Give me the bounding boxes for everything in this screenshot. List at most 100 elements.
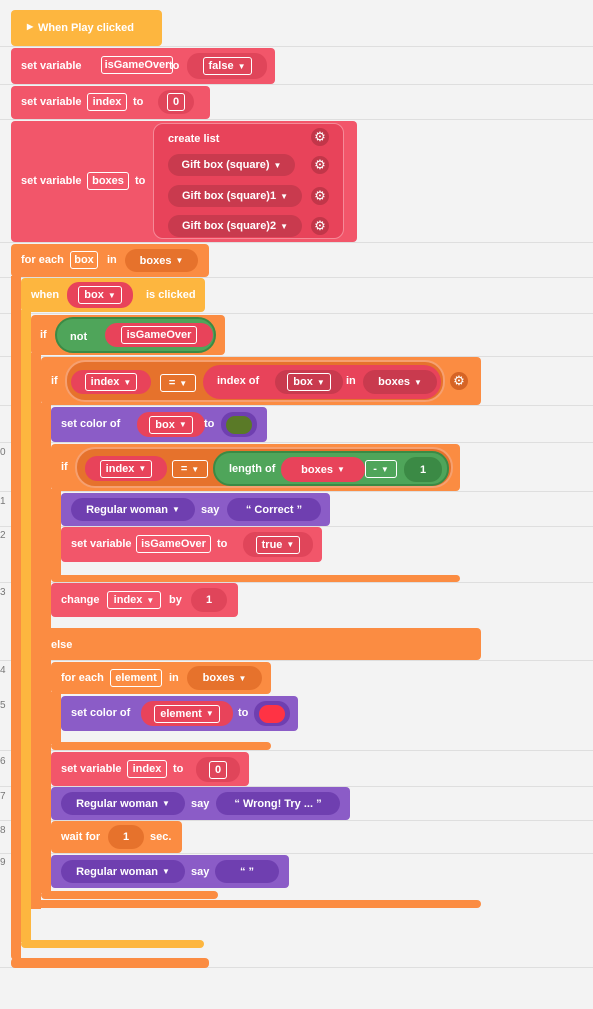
operator-text: - <box>373 463 377 475</box>
operator-dropdown[interactable]: - ▼ <box>365 460 397 478</box>
color-picker[interactable] <box>254 701 290 726</box>
target-text: box <box>84 289 104 301</box>
target-dropdown[interactable]: box ▼ <box>149 415 193 434</box>
target-dropdown[interactable]: box ▼ <box>78 286 122 304</box>
number-input[interactable]: 1 <box>404 457 442 482</box>
item-slot[interactable]: box ▼ <box>275 370 343 394</box>
value-dropdown[interactable]: true ▼ <box>255 535 301 554</box>
speech-text-input[interactable]: “ Correct ” <box>227 498 321 521</box>
target-slot[interactable]: box ▼ <box>137 412 205 437</box>
operator-dropdown[interactable]: = ▼ <box>172 460 208 478</box>
value-slot[interactable]: 0 <box>158 90 194 114</box>
gear-icon[interactable]: ⚙ <box>311 217 329 235</box>
variable-name[interactable]: box <box>70 251 98 269</box>
for-each-block[interactable]: for each element in boxes ▼ <box>51 662 271 694</box>
when-clicked-block[interactable]: when box ▼ is clicked <box>21 278 205 312</box>
left-slot[interactable]: index ▼ <box>85 456 167 481</box>
color-picker[interactable] <box>221 412 257 437</box>
change-block[interactable]: change index ▼ by 1 <box>51 583 238 617</box>
variable-name[interactable]: index <box>87 93 127 111</box>
variable-name[interactable]: isGameOver <box>136 535 211 553</box>
variable-dropdown[interactable]: index ▼ <box>84 373 138 391</box>
for-each-block[interactable]: for each box in boxes ▼ <box>11 244 209 277</box>
variable-dropdown[interactable]: index ▼ <box>107 591 161 609</box>
value-slot[interactable]: false ▼ <box>187 53 267 79</box>
list-dropdown[interactable]: boxes ▼ <box>363 370 437 394</box>
gear-icon[interactable]: ⚙ <box>450 372 468 390</box>
set-variable-block[interactable]: set variable boxes to create list ⚙ Gift… <box>11 121 357 242</box>
list-dropdown[interactable]: boxes ▼ <box>187 666 262 690</box>
value-text[interactable]: 0 <box>209 760 227 779</box>
set-color-block[interactable]: set color of element ▼ to <box>61 696 298 731</box>
create-list-block[interactable]: create list ⚙ Gift box (square) ▼ ⚙ Gift … <box>153 123 344 239</box>
block-label: sec. <box>150 831 172 843</box>
set-variable-block[interactable]: set variable isGameOver to true ▼ <box>61 527 322 562</box>
set-variable-block[interactable]: set variable index to 0 <box>11 86 210 119</box>
if-else-block[interactable]: if index ▼ = ▼ index of box ▼ in boxes ▼ ⚙ <box>41 357 481 405</box>
target-slot[interactable]: box ▼ <box>67 282 133 308</box>
list-item-dropdown[interactable]: Gift box (square) ▼ <box>168 154 295 176</box>
if-block[interactable]: if index ▼ = ▼ length of boxes ▼ - ▼ 1 <box>51 444 460 491</box>
variable-name[interactable]: element <box>110 669 162 687</box>
list-dropdown[interactable]: boxes ▼ <box>125 249 198 272</box>
actor-dropdown[interactable]: Regular woman ▼ <box>61 860 185 883</box>
block-label: set variable <box>71 538 132 550</box>
target-dropdown[interactable]: element ▼ <box>154 704 220 723</box>
block-label: when <box>31 289 60 301</box>
value-text[interactable]: 0 <box>167 93 185 111</box>
equals-condition[interactable]: index ▼ = ▼ index of box ▼ in boxes ▼ <box>65 360 445 402</box>
block-label: is clicked <box>146 289 196 301</box>
variable-slot[interactable]: isGameOver <box>105 323 213 347</box>
not-condition[interactable]: not isGameOver <box>55 317 216 353</box>
variable-name[interactable]: isGameOver <box>120 326 198 344</box>
chevron-down-icon: ▼ <box>205 709 214 718</box>
list-item-dropdown[interactable]: Gift box (square)1 ▼ <box>168 185 302 207</box>
if-arm <box>51 489 61 579</box>
wait-block[interactable]: wait for 1 sec. <box>51 821 182 853</box>
for-each-footer <box>11 958 209 968</box>
chevron-down-icon: ▼ <box>191 464 200 474</box>
value-dropdown[interactable]: false ▼ <box>202 57 252 75</box>
gear-icon[interactable]: ⚙ <box>311 128 329 146</box>
actor-dropdown[interactable]: Regular woman ▼ <box>71 498 195 521</box>
list-item-dropdown[interactable]: Gift box (square)2 ▼ <box>168 215 302 237</box>
gear-icon[interactable]: ⚙ <box>311 187 329 205</box>
equals-condition[interactable]: index ▼ = ▼ length of boxes ▼ - ▼ 1 <box>75 447 453 488</box>
actor-dropdown[interactable]: Regular woman ▼ <box>61 792 185 815</box>
variable-text: index <box>113 594 143 606</box>
block-label: to <box>169 60 180 72</box>
speech-text-input[interactable]: “ Wrong! Try ... ” <box>216 792 340 815</box>
say-block[interactable]: Regular woman ▼ say “ Wrong! Try ... ” <box>51 787 350 820</box>
list-dropdown[interactable]: boxes ▼ <box>281 457 365 482</box>
line-number: 6 <box>0 756 6 767</box>
item-dropdown[interactable]: box ▼ <box>287 373 331 391</box>
operator-dropdown[interactable]: = ▼ <box>160 374 196 392</box>
left-slot[interactable]: index ▼ <box>71 370 151 394</box>
variable-name[interactable]: boxes <box>87 172 129 190</box>
variable-name[interactable]: isGameOver <box>101 56 173 74</box>
block-label: set variable <box>61 763 122 775</box>
block-label: to <box>135 175 146 187</box>
index-of-block[interactable]: index of box ▼ in boxes ▼ <box>203 365 441 399</box>
speech-text-input[interactable]: “ ” <box>215 860 279 883</box>
value-slot[interactable]: 0 <box>196 757 240 782</box>
length-minus-block[interactable]: length of boxes ▼ - ▼ 1 <box>213 451 449 486</box>
gear-icon[interactable]: ⚙ <box>311 156 329 174</box>
variable-dropdown[interactable]: index ▼ <box>99 459 153 478</box>
line-number: 5 <box>0 700 6 711</box>
chevron-down-icon: ▼ <box>238 673 247 683</box>
number-input[interactable]: 1 <box>191 588 227 612</box>
target-slot[interactable]: element ▼ <box>141 701 233 726</box>
if-block[interactable]: if not isGameOver <box>31 315 225 355</box>
value-slot[interactable]: true ▼ <box>243 532 313 557</box>
set-variable-block[interactable]: set variable isGameOver to false ▼ <box>11 48 275 84</box>
say-block[interactable]: Regular woman ▼ say “ ” <box>51 855 289 888</box>
set-color-block[interactable]: set color of box ▼ to <box>51 407 267 442</box>
when-play-clicked-block[interactable]: ▶ When Play clicked <box>11 10 162 46</box>
else-header[interactable]: else <box>41 628 481 660</box>
number-input[interactable]: 1 <box>108 825 144 849</box>
row-divider <box>0 46 593 47</box>
say-block[interactable]: Regular woman ▼ say “ Correct ” <box>61 493 330 526</box>
variable-name[interactable]: index <box>127 760 167 778</box>
set-variable-block[interactable]: set variable index to 0 <box>51 752 249 786</box>
